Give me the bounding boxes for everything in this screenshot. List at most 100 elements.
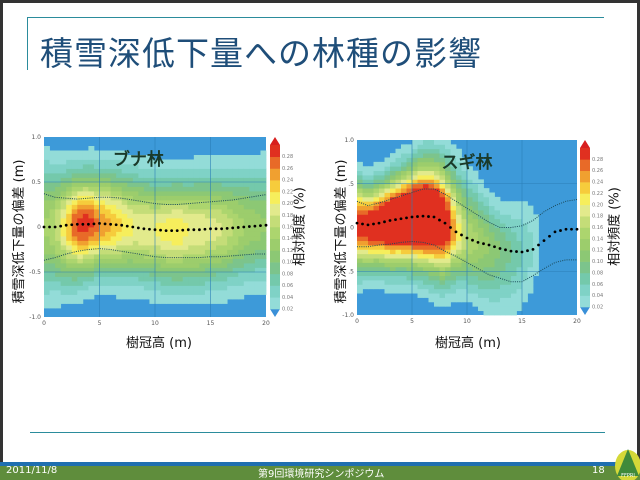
heatmap-cell xyxy=(368,253,374,259)
heatmap-cell xyxy=(522,271,528,277)
heatmap-cell xyxy=(483,293,490,298)
heatmap-cell xyxy=(434,144,440,150)
heatmap-cell xyxy=(456,166,462,172)
colorbar-tick-label: 0.06 xyxy=(282,283,293,289)
heatmap-cell xyxy=(60,231,67,237)
heatmap-cell xyxy=(60,173,67,178)
heatmap-cell xyxy=(177,290,184,295)
heatmap-cell xyxy=(395,210,402,215)
heatmap-cell xyxy=(494,218,501,224)
heatmap-cell xyxy=(522,236,528,242)
heatmap-cell xyxy=(110,209,117,214)
heatmap-cell xyxy=(210,249,217,255)
heatmap-cell xyxy=(227,263,234,268)
heatmap-cell xyxy=(166,209,173,214)
heatmap-cell xyxy=(412,144,418,150)
heatmap-cell xyxy=(412,231,418,237)
heatmap-cell xyxy=(406,280,413,285)
heatmap-cell xyxy=(516,280,523,285)
heatmap-cell xyxy=(110,281,117,286)
heatmap-cell xyxy=(149,191,156,196)
heatmap-cell xyxy=(149,173,156,178)
heatmap-cell xyxy=(461,205,468,211)
heatmap-cell xyxy=(204,276,211,282)
heatmap-cell xyxy=(439,161,446,167)
heatmap-cell xyxy=(182,173,189,178)
heatmap-cell xyxy=(93,191,100,196)
heatmap-cell xyxy=(193,173,200,178)
heatmap-cell xyxy=(423,144,429,150)
heatmap-cell xyxy=(105,258,111,264)
heatmap-cell xyxy=(445,192,451,198)
heatmap-cell xyxy=(82,294,89,300)
heatmap-cell xyxy=(522,258,528,263)
heatmap-cell xyxy=(82,236,89,241)
heatmap-cell xyxy=(439,210,446,215)
heatmap-cell xyxy=(249,218,256,223)
heatmap-cell xyxy=(71,299,78,304)
heatmap-cell xyxy=(77,200,84,205)
heatmap-cell xyxy=(467,218,473,224)
heatmap-cell xyxy=(390,280,396,285)
heatmap-cell xyxy=(71,168,78,174)
heatmap-cell xyxy=(71,159,78,165)
heatmap-cell xyxy=(450,223,457,228)
heatmap-cell xyxy=(511,218,517,224)
heatmap-cell xyxy=(511,301,517,307)
mean-point xyxy=(460,233,463,237)
heatmap-cell xyxy=(254,168,261,174)
heatmap-cell xyxy=(99,263,106,268)
heatmap-cell xyxy=(401,240,407,246)
y-tick-label: 0 xyxy=(37,224,41,231)
heatmap-cell xyxy=(210,177,217,183)
heatmap-cell xyxy=(434,148,440,154)
colorbar-tick-label: 0.14 xyxy=(592,236,603,242)
heatmap-cell xyxy=(121,276,128,282)
heatmap-cell xyxy=(357,266,363,272)
heatmap-cell xyxy=(439,280,446,285)
heatmap-cell xyxy=(450,188,457,193)
heatmap-cell xyxy=(456,249,462,255)
heatmap-cell xyxy=(177,267,184,273)
heatmap-cell xyxy=(116,155,123,160)
heatmap-cell xyxy=(121,209,128,214)
heatmap-cell xyxy=(516,214,523,220)
heatmap-cell xyxy=(143,177,150,183)
heatmap-cell xyxy=(66,204,73,210)
heatmap-cell xyxy=(60,290,67,295)
heatmap-cell xyxy=(456,271,462,277)
heatmap-cell xyxy=(249,236,256,241)
heatmap-cell xyxy=(406,183,413,189)
heatmap-cell xyxy=(171,200,178,205)
heatmap-cell xyxy=(450,144,457,150)
heatmap-cell xyxy=(243,281,250,286)
heatmap-cell xyxy=(93,213,100,219)
heatmap-cell xyxy=(204,231,211,237)
heatmap-cell xyxy=(127,159,134,165)
heatmap-cell xyxy=(357,214,363,220)
heatmap-cell xyxy=(105,276,111,282)
heatmap-cell xyxy=(238,186,245,192)
heatmap-cell xyxy=(384,210,391,215)
heatmap-cell xyxy=(66,285,73,291)
heatmap-cell xyxy=(445,275,451,281)
heatmap-cell xyxy=(227,236,234,241)
heatmap-cell xyxy=(238,254,245,259)
heatmap-cell xyxy=(149,159,156,165)
heatmap-cell xyxy=(138,218,145,223)
heatmap-cell xyxy=(127,267,134,273)
heatmap-cell xyxy=(105,263,111,268)
heatmap-cell xyxy=(160,276,167,282)
heatmap-cell xyxy=(368,258,374,263)
heatmap-cell xyxy=(99,164,106,169)
heatmap-cell xyxy=(434,284,440,290)
heatmap-cell xyxy=(105,173,111,178)
heatmap-cell xyxy=(88,290,95,295)
heatmap-cell xyxy=(379,214,385,220)
heatmap-cell xyxy=(44,231,50,237)
heatmap-cell xyxy=(177,168,184,174)
heatmap-cell xyxy=(384,218,391,224)
heatmap-cell xyxy=(82,150,89,156)
heatmap-cell xyxy=(461,284,468,290)
heatmap-cell xyxy=(434,223,440,228)
